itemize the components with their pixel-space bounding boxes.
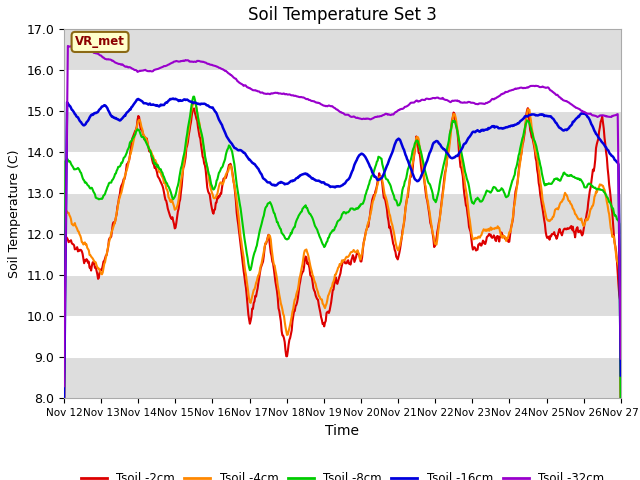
Tsoil -8cm [184, 125, 192, 131]
Tsoil -8cm [411, 141, 419, 146]
Tsoil -2cm [70, 242, 78, 248]
Tsoil -4cm [70, 222, 78, 228]
Tsoil -4cm [60, 466, 68, 472]
Title: Soil Temperature Set 3: Soil Temperature Set 3 [248, 6, 437, 24]
Tsoil -32cm [185, 58, 193, 63]
Bar [64, 316, 621, 357]
Tsoil -32cm [128, 66, 136, 72]
Tsoil -2cm [617, 440, 625, 446]
Bar [64, 152, 621, 193]
Text: VR_met: VR_met [75, 36, 125, 48]
X-axis label: Time: Time [325, 424, 360, 438]
Tsoil -4cm [191, 99, 198, 105]
Line: Tsoil -4cm: Tsoil -4cm [64, 102, 621, 469]
Tsoil -32cm [411, 99, 419, 105]
Tsoil -16cm [411, 176, 419, 182]
Tsoil -2cm [60, 394, 68, 399]
Tsoil -8cm [60, 385, 68, 391]
Tsoil -32cm [428, 96, 435, 102]
Tsoil -32cm [68, 42, 76, 48]
Tsoil -16cm [60, 410, 68, 416]
Tsoil -4cm [411, 147, 419, 153]
Tsoil -2cm [127, 141, 135, 147]
Tsoil -2cm [184, 139, 192, 145]
Tsoil -16cm [214, 115, 222, 120]
Tsoil -16cm [70, 109, 78, 115]
Tsoil -8cm [428, 185, 435, 191]
Tsoil -8cm [190, 94, 198, 99]
Line: Tsoil -8cm: Tsoil -8cm [64, 96, 621, 426]
Tsoil -32cm [60, 384, 68, 389]
Tsoil -4cm [184, 132, 192, 138]
Tsoil -32cm [617, 356, 625, 361]
Tsoil -16cm [617, 372, 625, 378]
Tsoil -32cm [214, 64, 222, 70]
Bar [64, 357, 621, 398]
Y-axis label: Soil Temperature (C): Soil Temperature (C) [8, 149, 21, 278]
Tsoil -32cm [71, 43, 79, 49]
Tsoil -16cm [185, 98, 193, 104]
Tsoil -4cm [214, 188, 222, 193]
Legend: Tsoil -2cm, Tsoil -4cm, Tsoil -8cm, Tsoil -16cm, Tsoil -32cm: Tsoil -2cm, Tsoil -4cm, Tsoil -8cm, Tsoi… [76, 467, 609, 480]
Tsoil -4cm [127, 148, 135, 154]
Tsoil -2cm [524, 105, 532, 111]
Bar [64, 29, 621, 70]
Tsoil -4cm [428, 219, 435, 225]
Tsoil -2cm [426, 220, 434, 226]
Bar [64, 70, 621, 111]
Bar [64, 111, 621, 152]
Bar [64, 193, 621, 234]
Tsoil -16cm [170, 96, 177, 101]
Tsoil -16cm [127, 104, 135, 110]
Tsoil -2cm [214, 194, 221, 200]
Tsoil -16cm [428, 147, 435, 153]
Bar [64, 234, 621, 275]
Tsoil -8cm [214, 173, 222, 179]
Tsoil -8cm [127, 138, 135, 144]
Line: Tsoil -32cm: Tsoil -32cm [64, 45, 621, 386]
Line: Tsoil -2cm: Tsoil -2cm [64, 108, 621, 443]
Bar [64, 275, 621, 316]
Tsoil -8cm [70, 167, 78, 172]
Tsoil -8cm [617, 423, 625, 429]
Line: Tsoil -16cm: Tsoil -16cm [64, 98, 621, 413]
Tsoil -4cm [617, 390, 625, 396]
Tsoil -2cm [410, 154, 418, 159]
